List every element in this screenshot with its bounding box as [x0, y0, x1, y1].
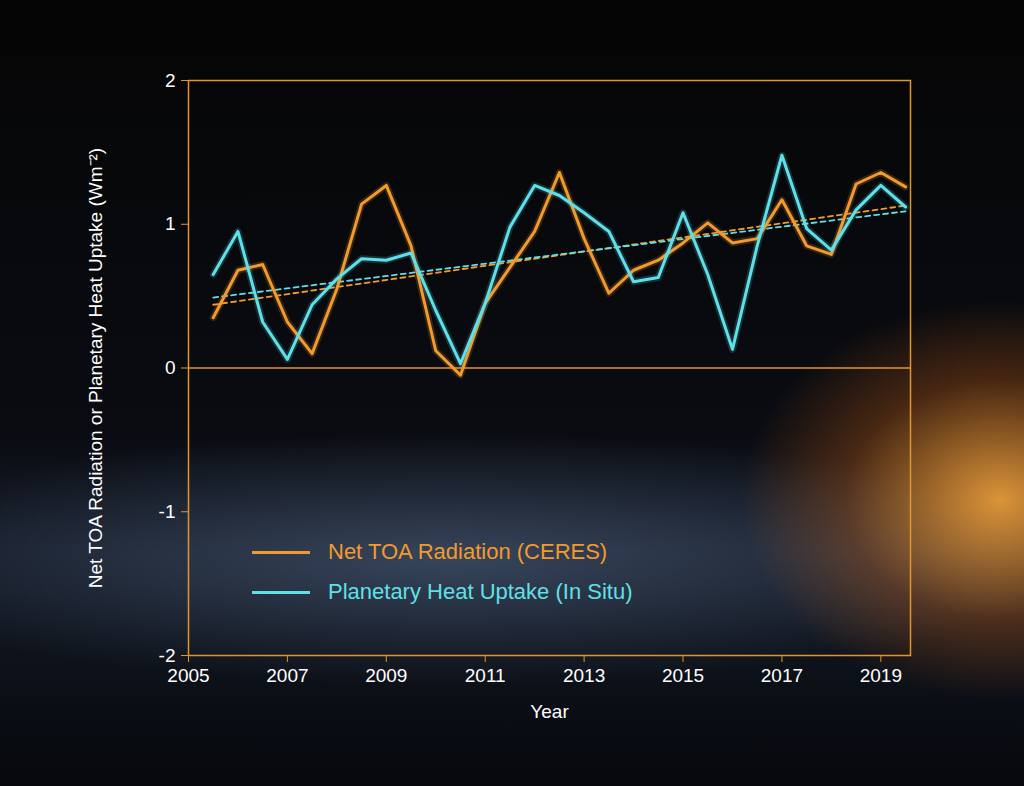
- svg-text:2017: 2017: [761, 665, 803, 686]
- html-text:Planetary Heat Uptake (In Situ: Planetary Heat Uptake (In Situ): [328, 579, 633, 604]
- svg-text:2007: 2007: [266, 665, 308, 686]
- svg-text:2015: 2015: [662, 665, 704, 686]
- svg-text:Year: Year: [530, 701, 569, 722]
- html-text:Net TOA Radiation (CERES): Net TOA Radiation (CERES): [328, 539, 608, 564]
- svg-text:Net TOA Radiation or Planetary: Net TOA Radiation or Planetary Heat Upta…: [85, 148, 106, 588]
- svg-text:2011: 2011: [465, 665, 506, 686]
- svg-text:2: 2: [165, 70, 176, 91]
- svg-text:2009: 2009: [365, 665, 407, 686]
- svg-text:-2: -2: [159, 645, 176, 666]
- svg-text:0: 0: [165, 357, 176, 378]
- svg-text:1: 1: [165, 213, 176, 234]
- svg-text:2013: 2013: [563, 665, 605, 686]
- svg-text:2019: 2019: [860, 665, 902, 686]
- svg-text:2005: 2005: [167, 665, 209, 686]
- svg-text:-1: -1: [159, 501, 176, 522]
